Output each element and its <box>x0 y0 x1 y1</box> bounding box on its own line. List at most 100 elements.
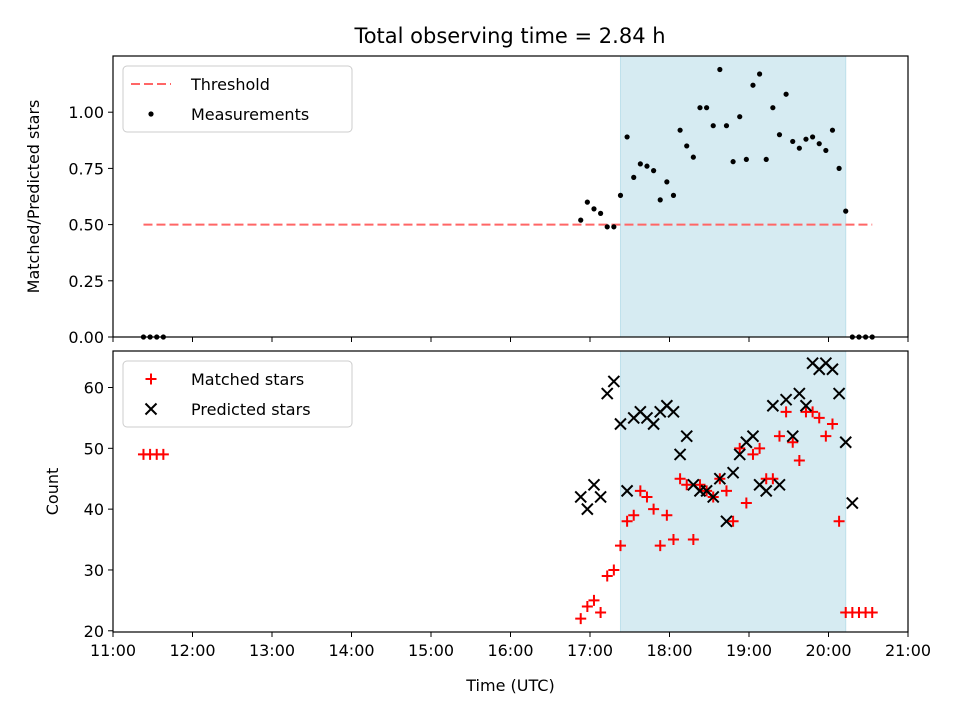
matched-stars-point <box>581 600 593 612</box>
legend-label: Matched stars <box>191 370 304 389</box>
measurement-point <box>776 132 783 138</box>
matched-stars-point <box>727 515 739 527</box>
y-tick-label: 60 <box>84 378 104 397</box>
legend-label: Threshold <box>190 75 270 94</box>
legend-label: Measurements <box>191 105 309 124</box>
matched-stars-point <box>747 448 759 460</box>
measurement-point <box>723 123 730 129</box>
measurement-point <box>843 208 849 214</box>
predicted-stars-point <box>647 417 660 431</box>
predicted-stars-point <box>601 387 614 400</box>
measurement-point <box>816 141 822 147</box>
predicted-stars-point <box>726 466 740 479</box>
measurement-point <box>591 206 597 212</box>
measurement-point <box>810 134 816 140</box>
predicted-stars-point <box>746 429 760 443</box>
matched-stars-point <box>614 540 626 552</box>
x-tick-label: 13:00 <box>249 641 295 660</box>
predicted-stars-point <box>707 490 720 504</box>
x-tick-label: 15:00 <box>408 641 454 660</box>
predicted-stars-point <box>760 484 773 498</box>
matched-stars-point <box>648 503 660 515</box>
x-tick-label: 16:00 <box>487 641 533 660</box>
predicted-stars-point <box>793 387 806 400</box>
measurement-point <box>697 105 703 111</box>
x-tick-label: 20:00 <box>805 641 851 660</box>
predicted-stars-point <box>713 472 727 485</box>
matched-stars-point <box>621 515 633 527</box>
y-tick-label: 0.50 <box>68 216 104 235</box>
measurement-point <box>631 174 637 180</box>
y-axis-label: Count <box>43 468 62 516</box>
measurement-point <box>829 127 836 133</box>
predicted-stars-point <box>607 375 621 388</box>
measurement-point <box>670 192 677 198</box>
predicted-stars-point <box>846 496 859 510</box>
predicted-stars-point <box>779 393 793 406</box>
top-panel-ratio: 0.00 0.25 0.50 0.75 1.00 Matched/Predicted st… <box>24 55 909 347</box>
matched-stars-point <box>681 479 693 491</box>
legend-label: Predicted stars <box>191 400 311 419</box>
matched-stars-point <box>780 406 792 418</box>
predicted-stars-point <box>667 405 680 419</box>
legend: Matched stars Predicted stars <box>122 360 353 428</box>
legend-box <box>122 65 353 133</box>
matched-stars-point <box>608 564 620 576</box>
predicted-stars-point <box>594 490 607 504</box>
matched-stars-point <box>641 491 653 503</box>
figure-title: Total observing time = 2.84 h <box>353 24 665 48</box>
measurement-point <box>770 105 776 111</box>
matched-stars-point <box>734 442 746 454</box>
measurement-point <box>677 127 683 133</box>
measurement-point <box>617 192 624 198</box>
matched-stars-point <box>826 418 838 430</box>
matched-stars-point <box>157 448 169 460</box>
measurement-point <box>604 224 610 230</box>
measurement-point <box>624 134 630 140</box>
matched-stars-point <box>575 613 587 625</box>
x-tick-label: 19:00 <box>726 641 772 660</box>
matched-stars-point <box>628 509 640 521</box>
measurement-point <box>750 82 756 88</box>
predicted-stars-point <box>839 436 852 449</box>
y-tick-label: 0.25 <box>68 272 104 291</box>
measurement-point <box>578 217 584 223</box>
matched-stars-point <box>674 473 686 485</box>
matched-stars-point <box>787 436 799 448</box>
predicted-stars-point <box>766 399 780 412</box>
matched-stars-point <box>654 540 666 552</box>
measurement-point <box>737 114 743 120</box>
predicted-stars-point <box>680 429 693 443</box>
matched-stars-point <box>667 534 679 546</box>
predicted-stars-point <box>832 387 846 400</box>
matched-stars-point <box>833 515 845 527</box>
measurement-point <box>690 154 696 160</box>
matched-stars-point <box>694 479 706 491</box>
axes-frame <box>112 55 909 338</box>
measurement-point <box>704 105 710 111</box>
y-tick-label: 1.00 <box>68 103 104 122</box>
matched-stars-point <box>773 430 785 442</box>
matched-stars-point <box>820 430 832 442</box>
measurement-point <box>803 136 809 142</box>
y-tick-label: 0.75 <box>68 159 104 178</box>
predicted-stars-point <box>673 448 687 461</box>
measurement-point <box>710 123 716 129</box>
legend-marker <box>145 373 157 385</box>
measurement-point <box>796 145 802 151</box>
legend-box <box>122 360 353 428</box>
measurement-point <box>757 71 763 77</box>
x-tick-label: 21:00 <box>885 641 931 660</box>
measurement-point <box>664 179 670 185</box>
axes-frame <box>112 350 909 633</box>
matched-stars-point <box>793 454 805 466</box>
predicted-stars-point <box>587 478 601 492</box>
legend: Threshold Measurements <box>122 65 353 133</box>
measurement-point <box>717 66 723 73</box>
predicted-stars-point <box>773 478 786 492</box>
predicted-stars-point <box>733 448 746 461</box>
x-tick-label: 14:00 <box>328 641 374 660</box>
bottom-panel-counts: 11:00 12:00 13:00 14:00 15:00 16:00 17:00 18:00… <box>43 350 931 695</box>
legend-marker <box>148 111 154 117</box>
